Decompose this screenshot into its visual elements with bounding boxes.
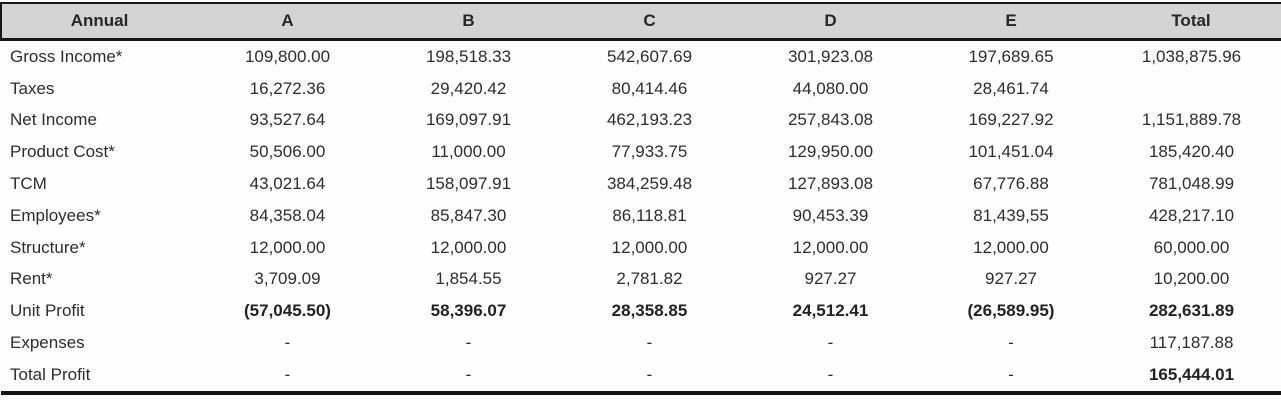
row-label: Gross Income* <box>10 46 123 66</box>
cell-e: 197,689.65 <box>968 46 1054 66</box>
cell-c: 80,414.46 <box>611 78 688 98</box>
cell-b: 11,000.00 <box>431 142 506 162</box>
row-label: Unit Profit <box>10 301 85 321</box>
cell-total: 117,187.88 <box>1149 333 1234 353</box>
cell-b: 12,000.00 <box>430 237 507 257</box>
cell-c: 462,193.23 <box>606 110 693 130</box>
cell-a: 3,709.09 <box>254 269 321 289</box>
cell-d: - <box>740 358 921 395</box>
table-row-unit-profit: Unit Profit (57,045.50) 58,396.07 28,358… <box>1 295 1281 327</box>
cell-total: 60,000.00 <box>1153 237 1230 257</box>
cell-e: 81,439,55 <box>973 205 1049 225</box>
cell-d: 127,893.08 <box>787 174 874 194</box>
cell-d: 24,512.41 <box>792 301 869 321</box>
cell-d: 927.27 <box>804 269 857 289</box>
cell-e: 67,776.88 <box>973 174 1049 194</box>
row-label: Structure* <box>10 237 86 257</box>
cell-e: - <box>1008 333 1014 353</box>
cell-b: - <box>465 333 472 353</box>
table-row-gross-income: Gross Income* 109,800.00 198,518.33 542,… <box>1 40 1281 73</box>
cell-d: 12,000.00 <box>792 237 869 257</box>
cell-total: 781,048.99 <box>1148 174 1235 194</box>
cell-b: 58,396.07 <box>430 301 507 321</box>
cell-b: 1,854.55 <box>435 269 502 289</box>
column-header-a: A <box>197 2 378 41</box>
column-header-d: D <box>740 2 921 41</box>
row-label: Taxes <box>10 78 55 98</box>
table-row-taxes: Taxes 16,272.36 29,420.42 80,414.46 44,0… <box>1 73 1281 105</box>
cell-b: - <box>378 358 559 395</box>
cell-c: 2,781.82 <box>616 269 683 289</box>
cell-c: 542,607.69 <box>606 46 693 66</box>
cell-total: 282,631.89 <box>1148 301 1235 321</box>
table-row-tcm: TCM 43,021.64 158,097.91 384,259.48 127,… <box>1 168 1281 200</box>
cell-total: 1,151,889.78 <box>1141 110 1242 130</box>
table-row-expenses: Expenses - - - - - 117,187.88 <box>1 327 1281 359</box>
column-header-total: Total <box>1101 2 1281 41</box>
column-header-b: B <box>378 2 559 41</box>
cell-c: 12,000.00 <box>611 237 688 257</box>
cell-c: - <box>646 333 653 353</box>
cell-e: 101,451.04 <box>968 142 1054 162</box>
cell-b: 29,420.42 <box>430 78 507 98</box>
cell-total: 10,200.00 <box>1153 269 1230 289</box>
cell-a: 93,527.64 <box>249 110 326 130</box>
table-row-net-income: Net Income 93,527.64 169,097.91 462,193.… <box>1 105 1281 137</box>
cell-a: - <box>197 358 378 395</box>
row-label: Employees* <box>10 205 101 225</box>
row-label: Expenses <box>10 333 85 353</box>
cell-d: 301,923.08 <box>787 46 874 66</box>
cell-b: 158,097.91 <box>425 174 512 194</box>
cell-e: 28,461.74 <box>973 78 1049 98</box>
cell-total: 185,420.40 <box>1148 142 1235 162</box>
cell-c: - <box>559 358 740 395</box>
table-row-rent: Rent* 3,709.09 1,854.55 2,781.82 927.27 … <box>1 264 1281 296</box>
cell-d: 90,453.39 <box>792 205 869 225</box>
cell-d: 129,950.00 <box>787 142 874 162</box>
cell-d: 44,080.00 <box>792 78 869 98</box>
cell-c: 86,118.81 <box>612 205 687 225</box>
cell-total <box>1101 73 1281 105</box>
cell-c: 77,933.75 <box>611 142 688 162</box>
cell-b: 85,847.30 <box>430 205 507 225</box>
table-row-total-profit: Total Profit - - - - - 165,444.01 <box>1 358 1281 395</box>
table-row-structure: Structure* 12,000.00 12,000.00 12,000.00… <box>1 232 1281 264</box>
row-label: Product Cost* <box>10 142 115 162</box>
cell-c: 28,358.85 <box>611 301 688 321</box>
cell-a: 109,800.00 <box>244 46 331 66</box>
cell-total: 165,444.01 <box>1101 358 1281 395</box>
header-row: Annual A B C D E Total <box>0 2 1281 41</box>
cell-total: 428,217.10 <box>1148 205 1235 225</box>
cell-a: 84,358.04 <box>249 205 326 225</box>
cell-d: - <box>827 333 834 353</box>
cell-e: 927.27 <box>985 269 1037 289</box>
row-label: TCM <box>10 174 47 194</box>
cell-e: 169,227.92 <box>968 110 1054 130</box>
column-header-c: C <box>559 2 740 41</box>
column-header-annual: Annual <box>0 2 197 41</box>
cell-a: - <box>284 333 291 353</box>
cell-b: 169,097.91 <box>425 110 512 130</box>
row-label: Rent* <box>10 269 53 289</box>
column-header-e: E <box>921 2 1101 41</box>
cell-a: 43,021.64 <box>249 174 326 194</box>
cell-e: - <box>921 358 1101 395</box>
cell-a: (57,045.50) <box>244 301 331 321</box>
table-row-product-cost: Product Cost* 50,506.00 11,000.00 77,933… <box>1 136 1281 168</box>
cell-e: 12,000.00 <box>973 237 1049 257</box>
cell-d: 257,843.08 <box>787 110 874 130</box>
cell-c: 384,259.48 <box>606 174 693 194</box>
cell-a: 16,272.36 <box>249 78 326 98</box>
cell-a: 50,506.00 <box>249 142 326 162</box>
cell-total: 1,038,875.96 <box>1141 46 1242 66</box>
row-label: Total Profit <box>1 358 197 395</box>
cell-a: 12,000.00 <box>249 237 326 257</box>
row-label: Net Income <box>10 110 97 130</box>
cell-b: 198,518.33 <box>425 46 512 66</box>
cell-e: (26,589.95) <box>967 301 1055 321</box>
table-row-employees: Employees* 84,358.04 85,847.30 86,118.81… <box>1 200 1281 232</box>
